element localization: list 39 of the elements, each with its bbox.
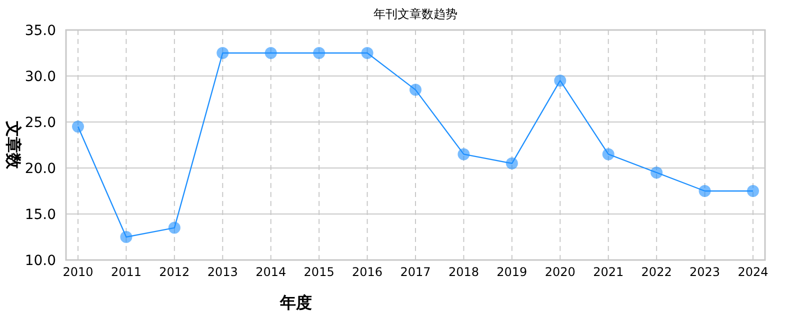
x-tick-label: 2017 <box>400 265 431 279</box>
point <box>506 157 518 170</box>
x-tick-label: 2024 <box>738 265 768 279</box>
x-tick-label: 2023 <box>690 265 720 279</box>
y-tick-label: 35.0 <box>24 23 56 39</box>
point <box>120 231 132 243</box>
point <box>698 185 711 197</box>
point <box>554 74 566 87</box>
y-tick-label: 15.0 <box>24 207 56 223</box>
point <box>313 47 326 59</box>
y-axis-title: 文章数 <box>4 120 23 170</box>
point <box>361 47 374 59</box>
x-tick-label: 2022 <box>641 265 672 279</box>
x-tick-label: 2011 <box>110 265 142 279</box>
point <box>216 47 229 59</box>
y-tick-label: 10.0 <box>24 253 56 269</box>
x-tick-label: 2018 <box>448 265 479 279</box>
x-tick-label: 2014 <box>256 265 286 279</box>
x-tick-label: 2019 <box>496 265 528 279</box>
x-axis-title: 年度 <box>279 293 312 312</box>
x-tick-label: 2012 <box>159 265 190 279</box>
point <box>458 148 470 160</box>
chart-title: 年刊文章数趋势 <box>374 7 458 21</box>
point <box>410 84 422 96</box>
y-tick-label: 25.0 <box>24 115 56 131</box>
y-tick-label: 30.0 <box>24 69 56 85</box>
x-tick-label: 2010 <box>62 265 94 279</box>
point <box>72 120 84 133</box>
x-tick-label: 2021 <box>593 265 624 279</box>
x-tick-label: 2013 <box>207 265 238 279</box>
point <box>650 166 663 179</box>
point <box>264 47 277 59</box>
point <box>747 185 759 197</box>
y-tick-label: 20.0 <box>24 161 56 177</box>
x-tick-label: 2020 <box>544 265 576 279</box>
point <box>168 222 180 234</box>
x-tick-label: 2015 <box>304 265 334 279</box>
x-tick-label: 2016 <box>352 265 383 279</box>
point <box>602 148 614 160</box>
